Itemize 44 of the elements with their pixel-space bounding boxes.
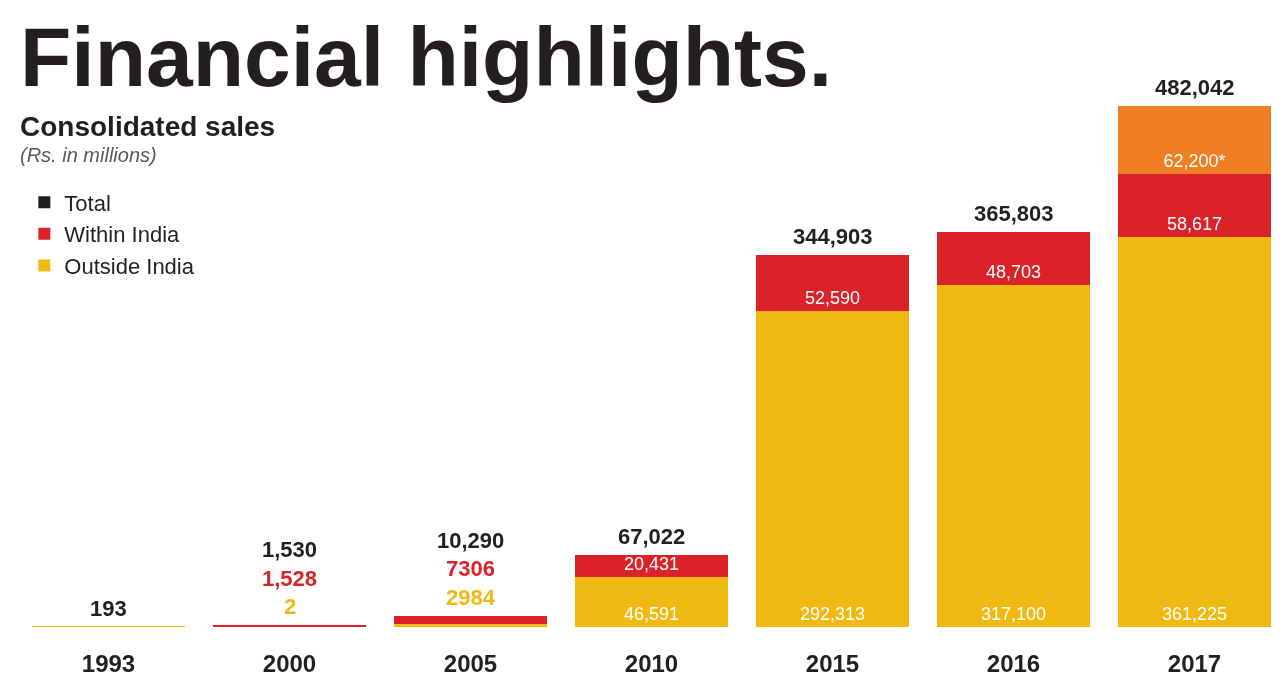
total-label: 365,803 <box>974 201 1054 226</box>
legend-label: Outside India <box>64 253 195 279</box>
total-label: 1,530 <box>262 537 318 562</box>
bar <box>756 311 909 627</box>
bar <box>1118 236 1271 627</box>
total-label: 482,042 <box>1155 75 1235 100</box>
data-label: 48,703 <box>985 261 1042 282</box>
bar <box>1118 173 1271 237</box>
total-label: 67,022 <box>618 524 686 549</box>
bar <box>1118 106 1271 174</box>
bar <box>394 615 547 624</box>
bar <box>575 554 728 577</box>
chart-title: Financial highlights. <box>20 10 833 104</box>
data-label: 317,100 <box>980 604 1047 624</box>
total-label: 344,903 <box>793 224 873 249</box>
bar <box>394 623 547 627</box>
bar <box>937 284 1090 627</box>
annotation: (Rs. in millions) <box>20 144 157 166</box>
data-label: 292,313 <box>799 604 866 624</box>
legend-label: Within India <box>64 222 181 248</box>
data-label: 7306 <box>446 556 495 581</box>
total-label: 193 <box>90 596 127 621</box>
legend-label: Total <box>64 190 111 216</box>
total-label: 10,290 <box>437 528 505 553</box>
x-tick-label: 2017 <box>1167 650 1222 677</box>
x-tick-label: 1993 <box>81 650 136 677</box>
data-label: 361,225 <box>1161 604 1228 624</box>
data-label: 46,591 <box>623 604 680 624</box>
data-label: 52,590 <box>804 288 861 309</box>
data-label: 1,528 <box>262 566 318 591</box>
chart-subtitle: Consolidated sales <box>20 111 276 142</box>
bar <box>575 576 728 627</box>
bar <box>756 254 909 312</box>
data-label: 20,431 <box>623 553 680 574</box>
bar <box>937 231 1090 285</box>
x-tick-label: 2015 <box>805 650 860 677</box>
data-label: 2984 <box>446 585 496 610</box>
x-tick-label: 2005 <box>443 650 498 677</box>
data-label: 2 <box>284 594 297 619</box>
x-tick-label: 2000 <box>262 650 317 677</box>
data-label: 62,200* <box>1163 150 1226 171</box>
x-tick-label: 2016 <box>986 650 1041 677</box>
data-label: 58,617 <box>1166 213 1223 234</box>
x-tick-label: 2010 <box>624 650 679 677</box>
